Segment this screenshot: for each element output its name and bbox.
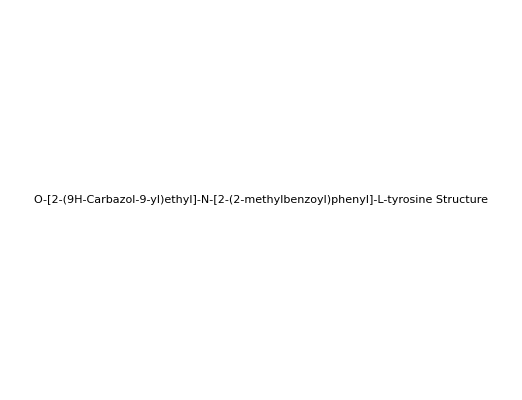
Text: O-[2-(9H-Carbazol-9-yl)ethyl]-N-[2-(2-methylbenzoyl)phenyl]-L-tyrosine Structure: O-[2-(9H-Carbazol-9-yl)ethyl]-N-[2-(2-me… xyxy=(34,195,488,205)
